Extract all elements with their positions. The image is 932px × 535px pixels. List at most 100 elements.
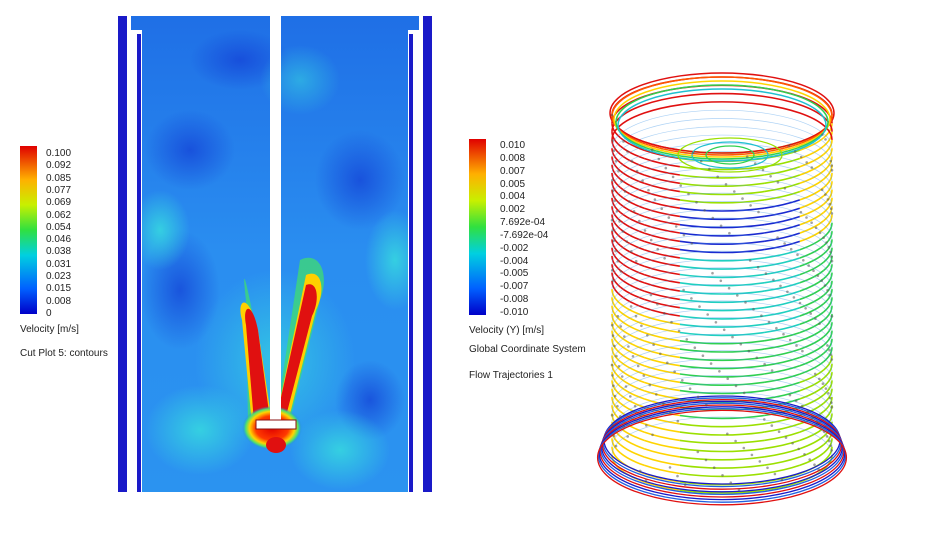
trajectory-ring-segment	[763, 373, 801, 384]
trajectory-arrow	[757, 210, 760, 214]
trajectory-ring-back	[611, 234, 833, 273]
trajectory-ring-segment	[763, 232, 801, 243]
trajectory-arrow	[688, 387, 692, 391]
velocity-tick-2: 0.085	[46, 172, 72, 184]
trajectory-ring-segment	[619, 352, 645, 367]
trajectory-arrow	[651, 433, 654, 437]
trajectory-ring-segment	[611, 172, 621, 189]
trajectory-ring-segment	[679, 348, 723, 353]
trajectory-arrow	[661, 402, 665, 405]
trajectory-arrow	[664, 166, 668, 170]
trajectory-ring-segment	[679, 364, 723, 370]
trajectory-ring-back	[611, 159, 833, 198]
trajectory-ring-back	[611, 126, 833, 165]
trajectory-arrow	[721, 474, 724, 477]
trajectory-ring-segment	[823, 313, 833, 330]
trajectory-vortex-ring	[677, 137, 783, 173]
trajectory-arrow	[657, 157, 661, 161]
trajectory-ring-segment	[721, 207, 765, 212]
trajectory-arrow	[808, 458, 811, 461]
trajectory-ring-back	[611, 92, 833, 132]
trajectory-arrow	[631, 355, 635, 358]
trajectory-arrow	[624, 385, 628, 388]
trajectory-ring-segment	[643, 315, 681, 326]
trajectory-ring-segment	[721, 373, 765, 378]
trajectory-ring-segment	[679, 472, 723, 478]
trajectory-ring-segment	[721, 439, 765, 445]
vessel-wall-right	[423, 16, 432, 492]
trajectory-arrow	[827, 245, 831, 249]
trajectory-arrow	[739, 342, 743, 346]
trajectory-arrow	[622, 425, 625, 428]
trajectory-arrow	[615, 209, 619, 213]
trajectory-ring-segment	[643, 215, 681, 226]
velocity-y-colorbar-title: Velocity (Y) [m/s]	[469, 325, 545, 336]
trajectory-ring-segment	[763, 174, 801, 185]
trajectory-arrow	[799, 155, 803, 159]
velocity-tick-9: 0.031	[46, 258, 72, 270]
trajectory-ring-segment	[721, 215, 765, 221]
trajectory-arrow	[696, 395, 700, 399]
velocity-tick-6: 0.054	[46, 221, 72, 233]
trajectory-ring-segment	[679, 414, 723, 420]
trajectory-ring-segment	[643, 348, 681, 359]
trajectory-arrow	[810, 166, 814, 169]
trajectory-ring-segment	[643, 265, 681, 276]
trajectory-ring-segment	[619, 303, 645, 317]
velocity-y-tick-7: -7.692e-04	[500, 229, 549, 241]
trajectory-ring-segment	[799, 195, 825, 209]
trajectory-ring-segment	[643, 447, 681, 458]
trajectory-ring-segment	[799, 228, 825, 243]
velocity-y-tick-12: -0.008	[500, 294, 529, 306]
trajectory-arrow	[701, 354, 705, 358]
trajectory-arrow	[647, 188, 650, 192]
trajectory-ring-segment	[611, 247, 621, 263]
trajectory-ring-segment	[799, 369, 825, 384]
trajectory-arrow	[628, 200, 631, 203]
trajectory-ring-back	[611, 201, 833, 240]
velocity-y-tick-11: -0.007	[500, 281, 529, 293]
trajectory-ring-segment	[823, 355, 833, 371]
trajectory-ring-segment	[823, 231, 833, 247]
trajectory-ring-segment	[763, 456, 801, 466]
trajectory-arrow	[629, 395, 632, 398]
trajectory-ring-segment	[679, 340, 723, 345]
trajectory-ring-segment	[619, 236, 645, 251]
trajectory-bottom-ring	[598, 406, 846, 501]
trajectory-arrow	[621, 230, 625, 233]
trajectory-arrow	[646, 334, 649, 337]
trajectory-ring-segment	[823, 330, 833, 346]
trajectory-arrow	[769, 175, 772, 178]
trajectory-ring-segment	[799, 178, 825, 193]
trajectory-arrow	[711, 271, 714, 275]
trajectory-ring-segment	[619, 162, 645, 176]
trajectory-ring-segment	[643, 273, 681, 284]
trajectory-ring-segment	[721, 348, 765, 353]
trajectory-ring-segment	[763, 481, 801, 491]
trajectory-ring-segment	[721, 165, 765, 171]
trajectory-ring-back	[611, 391, 833, 431]
trajectory-arrow	[650, 148, 654, 152]
trajectory-ring-segment	[619, 211, 645, 226]
trajectory-ring-segment	[611, 305, 621, 321]
trajectory-ring-segment	[823, 181, 833, 197]
trajectory-ring-segment	[619, 153, 645, 168]
trajectory-ring-segment	[763, 431, 801, 442]
trajectory-arrow	[793, 150, 797, 153]
trajectory-ring-segment	[799, 170, 825, 185]
trajectory-arrow	[829, 444, 832, 448]
trajectory-ring-segment	[763, 439, 801, 450]
trajectory-ring-back	[611, 259, 833, 298]
velocity-tick-3: 0.077	[46, 184, 72, 196]
trajectory-arrow	[716, 175, 719, 179]
trajectory-ring-segment	[611, 289, 621, 305]
trajectory-arrow	[733, 190, 736, 193]
trajectory-ring-segment	[611, 255, 621, 272]
trajectory-arrow	[613, 344, 616, 348]
trajectory-ring-back	[611, 184, 833, 223]
trajectory-arrow	[703, 209, 706, 212]
trajectory-arrow	[752, 307, 755, 311]
trajectory-ring-back	[611, 375, 833, 414]
trajectory-arrow	[676, 474, 679, 478]
trajectory-arrow	[726, 377, 729, 381]
